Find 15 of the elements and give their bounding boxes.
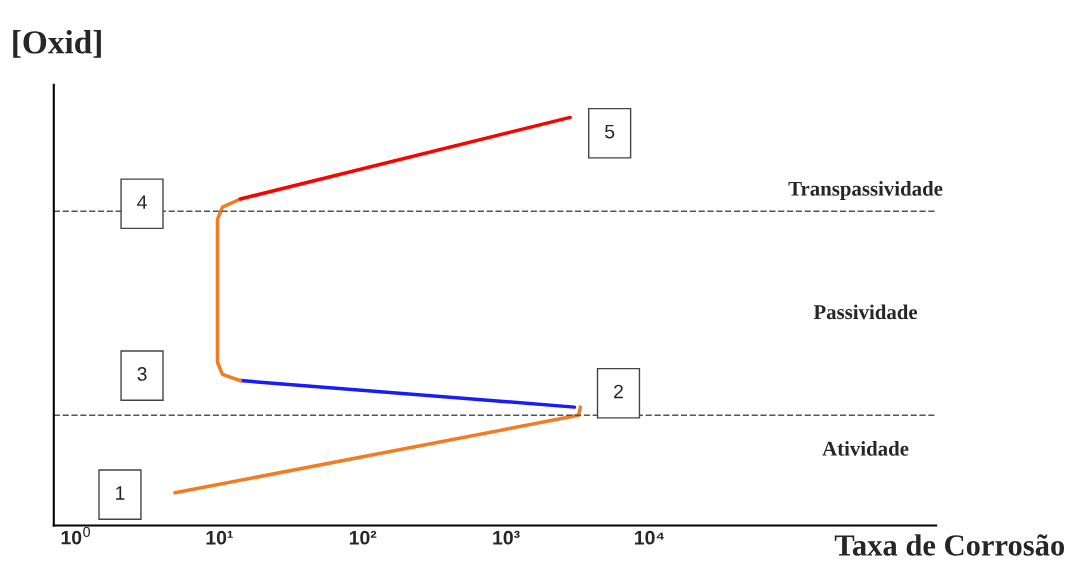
x-tick-label: 10² [349, 530, 377, 545]
x-tick-label: 10$^{0}$ [61, 526, 91, 545]
annotation: 5 [605, 124, 615, 139]
x-tick-label: 10³ [493, 530, 520, 545]
annotation: 4 [137, 195, 147, 209]
annotation: Passividade [813, 304, 918, 320]
annotation: 3 [137, 367, 147, 381]
annotation: 1 [116, 486, 125, 500]
annotation: 2 [614, 384, 623, 399]
y-axis-title: [Oxid] [13, 30, 101, 58]
x-axis-title: Taxa de Corrosão [834, 534, 1065, 556]
x-tick-label: 10¹ [206, 530, 233, 545]
x-tick-label: 10⁴ [635, 530, 664, 545]
annotation: Transpassividade [788, 181, 943, 200]
annotation: Atividade [822, 441, 909, 456]
